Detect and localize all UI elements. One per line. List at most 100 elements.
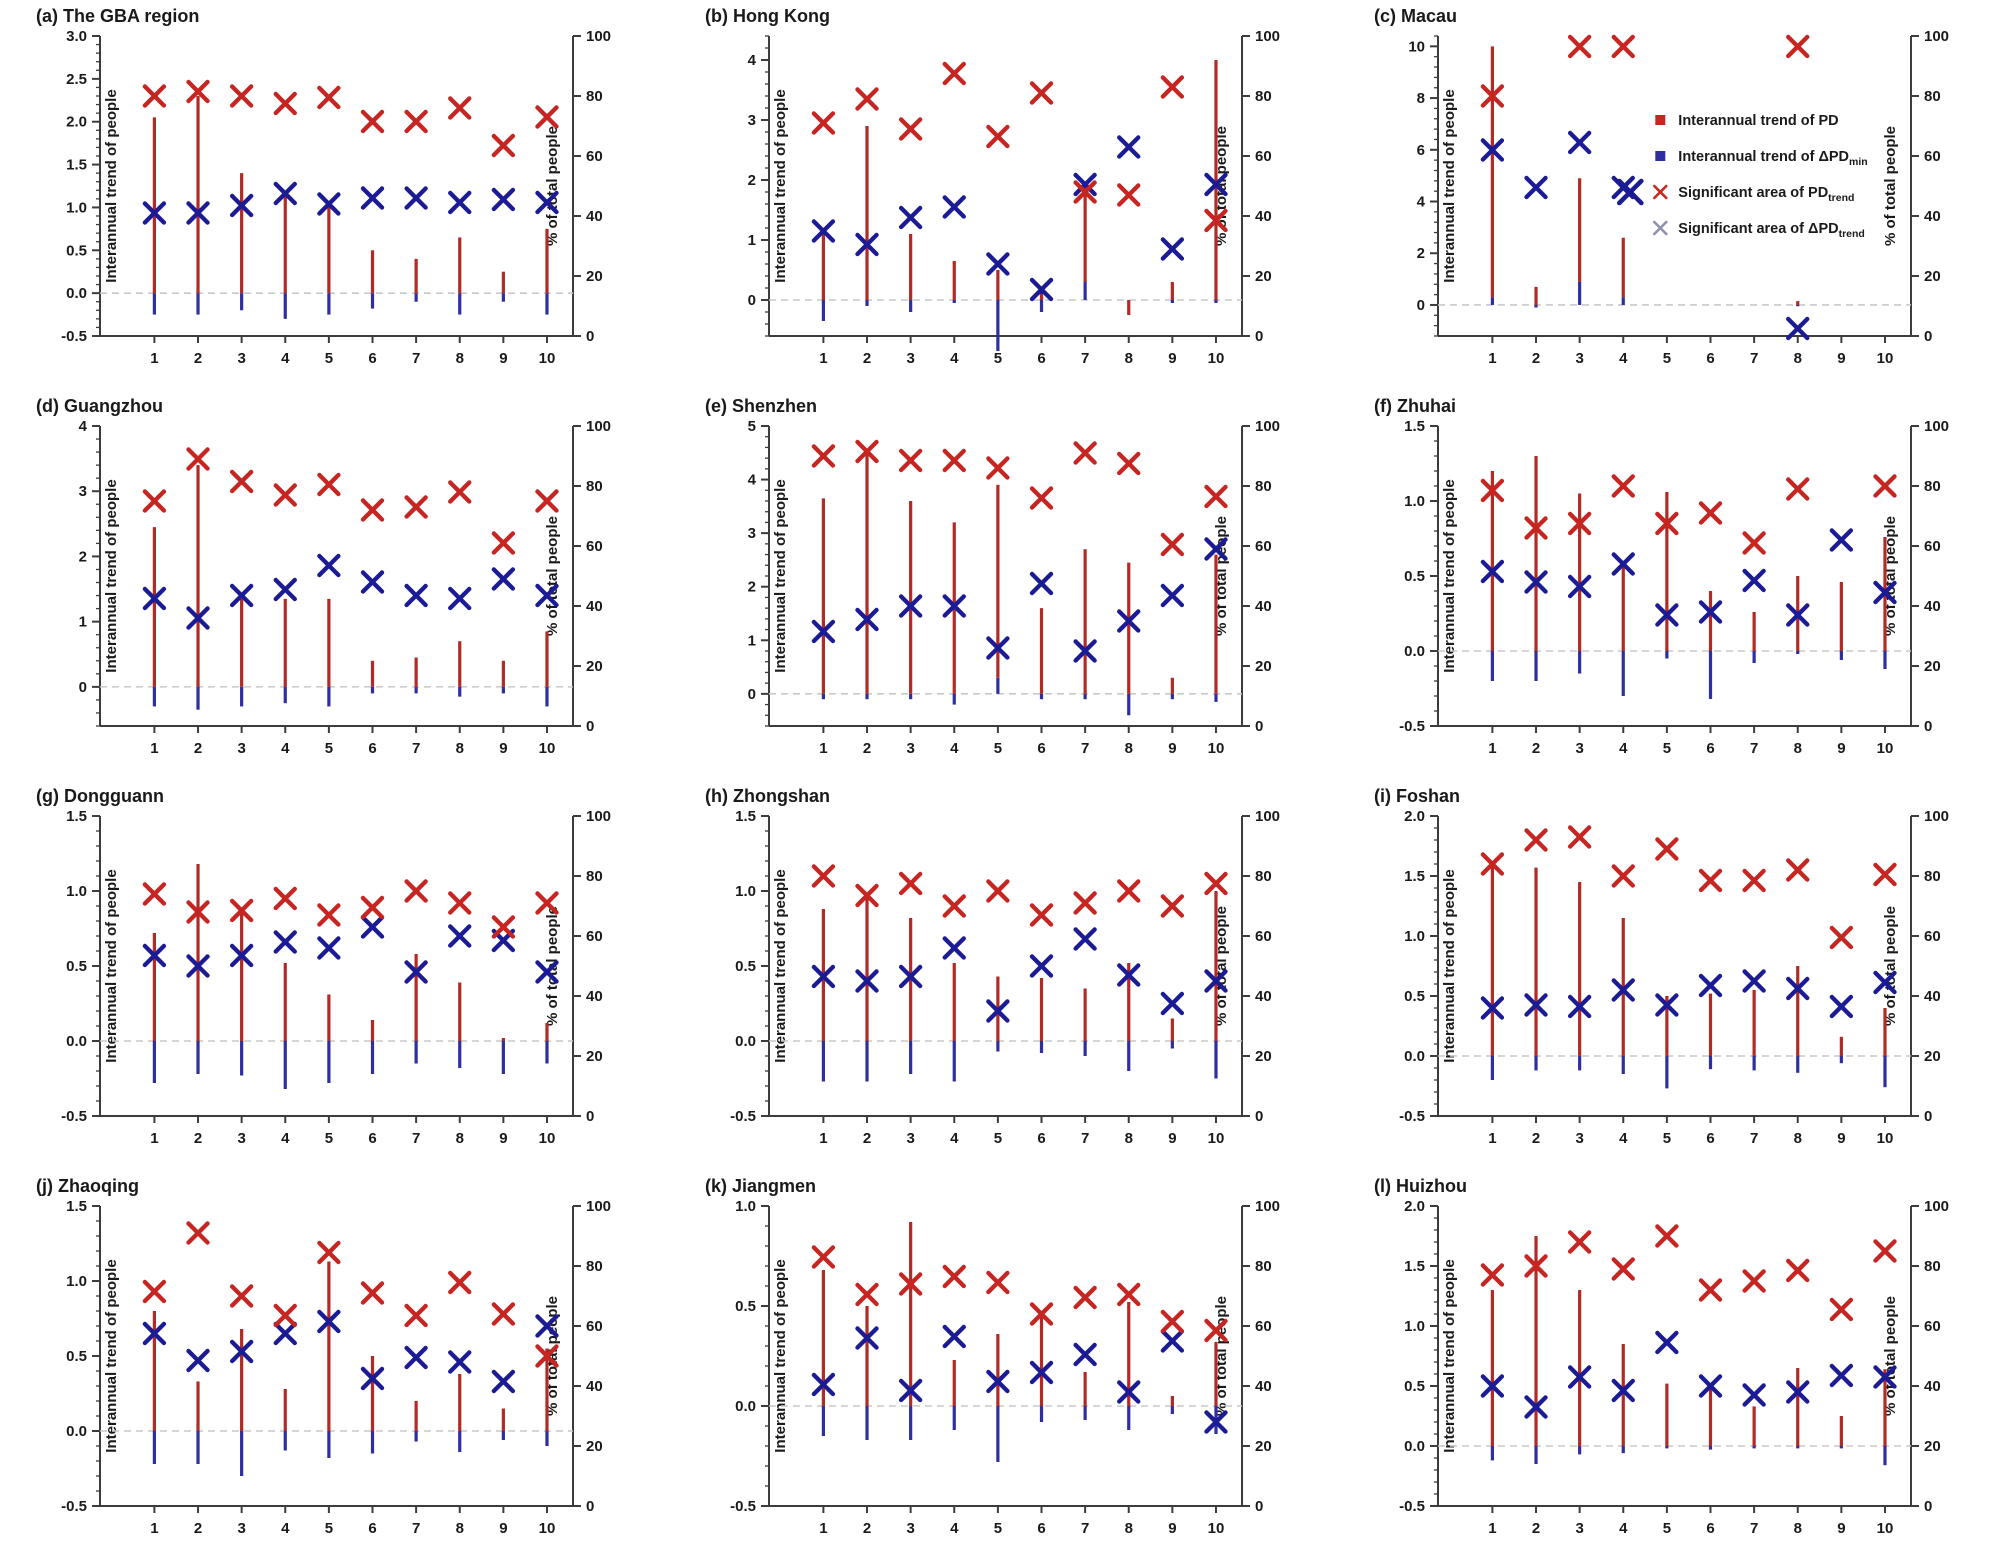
left-axis-tick-label: 3: [79, 483, 87, 500]
x-axis-tick-label: 4: [1619, 740, 1628, 757]
legend-pd-cross-icon: [1653, 184, 1668, 200]
dpd-significant-marker: [448, 1350, 472, 1374]
subplot-cell-c: (c) Macau 10 8 6 4 2 0 Interannual trend of peo…: [1338, 0, 2007, 390]
legend-item-label: Interannual trend of PD: [1678, 113, 1838, 129]
left-axis-tick-label: 3.0: [66, 28, 87, 45]
right-axis-tick-label: 0: [1924, 1108, 1932, 1125]
x-axis-tick-label: 10: [539, 350, 556, 367]
pd-significant-marker: [986, 456, 1010, 480]
x-axis-tick-label: 3: [1575, 350, 1583, 367]
right-axis-tick-label: 0: [586, 328, 594, 345]
dpd-significant-marker: [1204, 537, 1228, 561]
x-axis-tick-label: 10: [1877, 740, 1894, 757]
x-axis-tick-label: 2: [1532, 1130, 1540, 1147]
dpd-significant-marker: [1524, 175, 1548, 200]
pd-significant-marker: [273, 483, 297, 507]
subplot-i: (i) Foshan 2.0 1.5 1.0 0.5 0.0 -0.5 Interannual…: [1374, 786, 1949, 1147]
left-axis-tick-label: 1.5: [66, 1198, 87, 1215]
pd-significant-marker: [1204, 871, 1228, 896]
dpd-significant-marker: [1073, 639, 1097, 663]
x-axis-tick-label: 10: [539, 1130, 556, 1147]
pd-significant-marker: [1073, 1285, 1097, 1310]
pd-significant-marker: [1655, 837, 1679, 861]
legend-item-label: Significant area of ΔPDtrend: [1678, 221, 1865, 240]
pd-significant-marker: [186, 79, 210, 104]
pd-significant-marker: [1204, 208, 1228, 233]
subplot-cell-l: (l) Huizhou 2.0 1.5 1.0 0.5 0.0 -0.5 Interannua…: [1338, 1170, 2007, 1560]
pd-significant-marker: [855, 1282, 879, 1307]
x-axis-tick-label: 6: [368, 350, 376, 367]
pd-significant-marker: [404, 879, 428, 903]
right-axis-tick-label: 20: [586, 1438, 603, 1455]
right-axis-tick-label: 0: [1924, 718, 1932, 735]
pd-significant-marker: [1524, 516, 1548, 540]
left-axis-tick-label: 0.5: [1404, 568, 1425, 585]
pd-significant-marker: [448, 1270, 472, 1295]
x-axis-tick-label: 9: [499, 1130, 507, 1147]
right-axis-tick-label: 40: [1255, 598, 1272, 615]
right-axis-tick-label: 100: [1924, 808, 1949, 825]
dpd-significant-marker: [317, 936, 341, 960]
right-axis-tick-label: 40: [586, 1378, 603, 1395]
dpd-significant-marker: [1611, 978, 1635, 1002]
pd-significant-marker: [273, 1303, 297, 1328]
pd-significant-marker: [1698, 1278, 1723, 1302]
pd-significant-marker: [229, 898, 254, 923]
pd-significant-marker: [1567, 1230, 1592, 1254]
pd-significant-marker: [1204, 1318, 1228, 1343]
x-axis-tick-label: 2: [194, 740, 202, 757]
right-axis-tick-label: 0: [1924, 328, 1932, 345]
x-axis-tick-label: 4: [1619, 1520, 1628, 1537]
x-axis-tick-label: 5: [994, 1130, 1002, 1147]
dpd-significant-marker: [811, 1372, 836, 1397]
pd-significant-marker: [1567, 511, 1592, 536]
dpd-significant-marker: [491, 567, 516, 591]
x-axis-tick-label: 3: [1575, 1520, 1583, 1537]
right-axis-tick-label: 0: [1255, 328, 1263, 345]
x-axis-tick-label: 3: [237, 1130, 245, 1147]
x-axis-tick-label: 9: [1837, 1520, 1845, 1537]
dpd-significant-marker: [142, 201, 167, 225]
subplot-title-h: (h) Zhongshan: [705, 786, 830, 806]
pd-significant-marker: [986, 1270, 1010, 1295]
right-axis-tick-label: 40: [586, 598, 603, 615]
pd-significant-marker: [535, 105, 559, 129]
dpd-significant-marker: [1117, 963, 1141, 987]
dpd-significant-marker: [1160, 583, 1185, 608]
left-axis-tick-label: -0.5: [1399, 1498, 1425, 1515]
dpd-significant-marker: [942, 594, 966, 618]
pd-significant-marker: [1160, 532, 1185, 557]
right-axis-tick-label: 100: [586, 808, 611, 825]
x-axis-tick-label: 1: [1488, 740, 1496, 757]
pd-significant-marker: [811, 444, 836, 468]
left-axis-tick-label: 1.0: [66, 1273, 87, 1290]
subplot-title-g: (g) Dongguann: [36, 786, 164, 806]
dpd-significant-marker: [855, 1326, 879, 1350]
right-axis-tick-label: 80: [586, 1258, 603, 1275]
x-axis-tick-label: 3: [237, 740, 245, 757]
subplot-h: (h) Zhongshan 1.5 1.0 0.5 0.0 -0.5 Interannual…: [705, 786, 1280, 1147]
right-axis-tick-label: 100: [1924, 418, 1949, 435]
subplot-cell-g: (g) Dongguann 1.5 1.0 0.5 0.0 -0.5 Interannual…: [0, 780, 669, 1170]
pd-significant-marker: [855, 439, 879, 464]
dpd-significant-marker: [1073, 172, 1097, 197]
x-axis-tick-label: 10: [1877, 1130, 1894, 1147]
subplot-cell-d: (d) Guangzhou 4 3 2 1 0 Interannual trend of p…: [0, 390, 669, 780]
pd-significant-marker: [448, 480, 472, 504]
dpd-significant-marker: [1160, 237, 1185, 261]
right-axis-tick-label: 80: [1924, 478, 1941, 495]
right-axis-tick-label: 40: [586, 988, 603, 1005]
dpd-significant-marker: [317, 1309, 341, 1334]
right-axis-tick-label: 80: [1255, 478, 1272, 495]
dpd-significant-marker: [1480, 996, 1505, 1020]
right-axis-tick-label: 20: [1255, 658, 1272, 675]
subplot-cell-f: (f) Zhuhai 1.5 1.0 0.5 0.0 -0.5 Interannual tr…: [1338, 390, 2007, 780]
left-axis-tick-label: 10: [1408, 38, 1425, 55]
pd-significant-marker: [986, 124, 1010, 149]
pd-significant-marker: [898, 117, 923, 141]
right-axis-tick-label: 60: [586, 148, 603, 165]
pd-significant-marker: [360, 895, 385, 920]
x-axis-tick-label: 4: [950, 1520, 959, 1537]
left-axis-tick-label: 2: [748, 172, 756, 189]
